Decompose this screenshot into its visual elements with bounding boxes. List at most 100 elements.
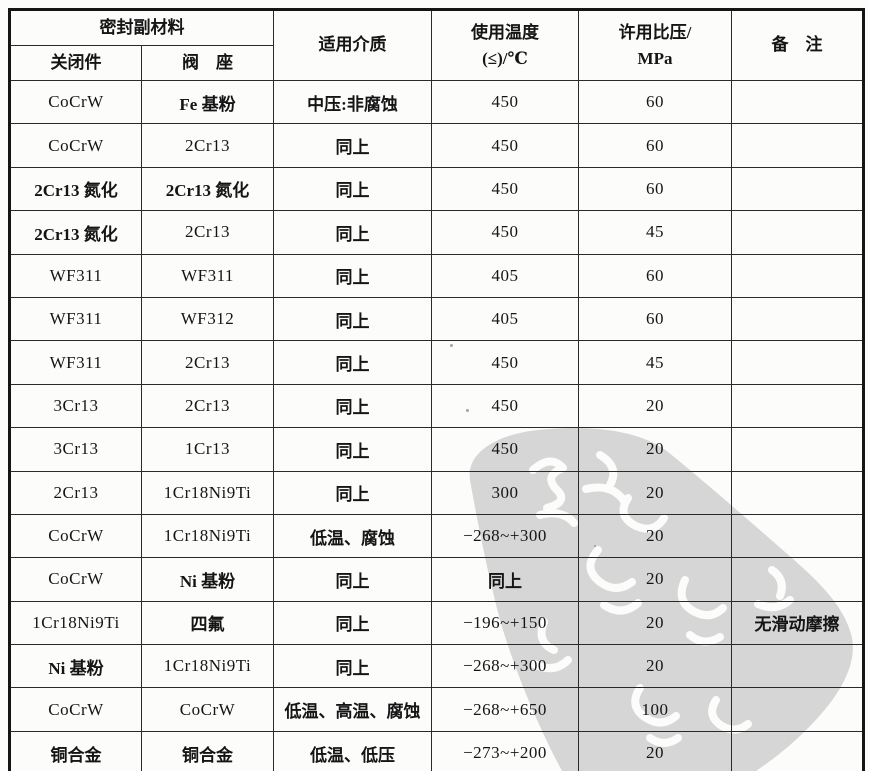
cell-remarks bbox=[731, 644, 864, 689]
cell-remarks bbox=[731, 687, 864, 732]
cell-closure: 2Cr13 氮化 bbox=[9, 210, 142, 255]
table-row: Ni 基粉 1Cr18Ni9Ti 同上 −268~+300 20 bbox=[9, 644, 864, 689]
cell-seat: WF311 bbox=[141, 253, 274, 298]
cell-remarks bbox=[731, 79, 864, 125]
cell-closure: CoCrW bbox=[9, 513, 142, 559]
cell-temperature: 450 bbox=[431, 166, 579, 212]
cell-closure: 3Cr13 bbox=[9, 427, 142, 472]
cell-temperature: 300 bbox=[431, 470, 579, 515]
cell-seat: 1Cr13 bbox=[141, 427, 274, 472]
cell-seat: 1Cr18Ni9Ti bbox=[141, 470, 274, 515]
cell-remarks bbox=[731, 557, 864, 602]
cell-seat: 2Cr13 bbox=[141, 210, 274, 255]
cell-remarks bbox=[731, 340, 864, 385]
table-header: 密封副材料 适用介质 使用温度 (≤)/℃ 许用比压/ MPa 备 注 关闭件 … bbox=[9, 9, 864, 81]
cell-medium: 同上 bbox=[273, 253, 432, 298]
header-service-temperature-line1: 使用温度 bbox=[471, 23, 539, 42]
cell-seat: 2Cr13 bbox=[141, 340, 274, 385]
cell-temperature: 450 bbox=[431, 340, 579, 385]
cell-temperature: 同上 bbox=[431, 557, 579, 602]
cell-pressure: 60 bbox=[578, 253, 732, 298]
cell-closure: 1Cr18Ni9Ti bbox=[9, 600, 142, 646]
cell-remarks bbox=[731, 383, 864, 429]
cell-seat: 四氟 bbox=[141, 600, 274, 646]
cell-medium: 同上 bbox=[273, 470, 432, 515]
cell-medium: 同上 bbox=[273, 427, 432, 472]
cell-closure: CoCrW bbox=[9, 123, 142, 168]
cell-temperature: −268~+650 bbox=[431, 687, 579, 732]
cell-seat: Ni 基粉 bbox=[141, 557, 274, 602]
cell-closure: CoCrW bbox=[9, 687, 142, 732]
cell-temperature: −268~+300 bbox=[431, 644, 579, 689]
cell-remarks bbox=[731, 470, 864, 515]
scan-noise-dot bbox=[450, 344, 453, 347]
cell-pressure: 60 bbox=[578, 296, 732, 342]
cell-pressure: 100 bbox=[578, 687, 732, 732]
table-row: 铜合金 铜合金 低温、低压 −273~+200 20 bbox=[9, 730, 864, 771]
cell-closure: Ni 基粉 bbox=[9, 644, 142, 689]
cell-seat: 1Cr18Ni9Ti bbox=[141, 513, 274, 559]
cell-pressure: 20 bbox=[578, 730, 732, 771]
table-row: WF311 WF312 同上 405 60 bbox=[9, 296, 864, 342]
cell-pressure: 20 bbox=[578, 600, 732, 646]
cell-seat: 2Cr13 氮化 bbox=[141, 166, 274, 212]
cell-remarks bbox=[731, 427, 864, 472]
cell-medium: 低温、腐蚀 bbox=[273, 513, 432, 559]
cell-temperature: 450 bbox=[431, 383, 579, 429]
cell-closure: CoCrW bbox=[9, 79, 142, 125]
cell-remarks: 无滑动摩擦 bbox=[731, 600, 864, 646]
table-row: WF311 WF311 同上 405 60 bbox=[9, 253, 864, 298]
cell-seat: 2Cr13 bbox=[141, 123, 274, 168]
table-row: CoCrW 1Cr18Ni9Ti 低温、腐蚀 −268~+300 20 bbox=[9, 513, 864, 559]
cell-closure: 2Cr13 氮化 bbox=[9, 166, 142, 212]
cell-medium: 同上 bbox=[273, 644, 432, 689]
table-row: 2Cr13 氮化 2Cr13 氮化 同上 450 60 bbox=[9, 166, 864, 212]
header-row-2: 关闭件 阀 座 bbox=[9, 45, 864, 81]
table-body: CoCrW Fe 基粉 中压:非腐蚀 450 60 CoCrW 2Cr13 同上… bbox=[9, 79, 864, 771]
table-row: CoCrW CoCrW 低温、高温、腐蚀 −268~+650 100 bbox=[9, 687, 864, 732]
table-row: CoCrW Ni 基粉 同上 同上 20 bbox=[9, 557, 864, 602]
cell-pressure: 20 bbox=[578, 557, 732, 602]
cell-seat: WF312 bbox=[141, 296, 274, 342]
cell-remarks bbox=[731, 513, 864, 559]
seal-materials-table: 密封副材料 适用介质 使用温度 (≤)/℃ 许用比压/ MPa 备 注 关闭件 … bbox=[8, 8, 865, 771]
cell-medium: 同上 bbox=[273, 210, 432, 255]
cell-pressure: 60 bbox=[578, 166, 732, 212]
cell-seat: CoCrW bbox=[141, 687, 274, 732]
cell-closure: 铜合金 bbox=[9, 730, 142, 771]
cell-closure: 2Cr13 bbox=[9, 470, 142, 515]
header-applicable-medium: 适用介质 bbox=[273, 9, 432, 81]
cell-medium: 同上 bbox=[273, 123, 432, 168]
header-row-1: 密封副材料 适用介质 使用温度 (≤)/℃ 许用比压/ MPa 备 注 bbox=[9, 9, 864, 81]
header-allowable-pressure: 许用比压/ MPa bbox=[578, 9, 732, 81]
header-allowable-pressure-line1: 许用比压/ bbox=[618, 23, 692, 42]
cell-pressure: 60 bbox=[578, 79, 732, 125]
cell-pressure: 20 bbox=[578, 470, 732, 515]
header-service-temperature: 使用温度 (≤)/℃ bbox=[431, 9, 579, 81]
cell-pressure: 45 bbox=[578, 340, 732, 385]
table-row: 3Cr13 2Cr13 同上 450 20 bbox=[9, 383, 864, 429]
cell-medium: 同上 bbox=[273, 166, 432, 212]
cell-closure: WF311 bbox=[9, 253, 142, 298]
cell-closure: WF311 bbox=[9, 340, 142, 385]
table-row: CoCrW 2Cr13 同上 450 60 bbox=[9, 123, 864, 168]
cell-medium: 同上 bbox=[273, 600, 432, 646]
table-row: 2Cr13 氮化 2Cr13 同上 450 45 bbox=[9, 210, 864, 255]
scan-noise-dot bbox=[594, 545, 596, 547]
cell-medium: 同上 bbox=[273, 340, 432, 385]
cell-seat: 1Cr18Ni9Ti bbox=[141, 644, 274, 689]
header-closure-member: 关闭件 bbox=[9, 45, 142, 81]
cell-remarks bbox=[731, 123, 864, 168]
cell-seat: Fe 基粉 bbox=[141, 79, 274, 125]
cell-pressure: 20 bbox=[578, 383, 732, 429]
header-allowable-pressure-line2: MPa bbox=[637, 48, 673, 68]
cell-temperature: −273~+200 bbox=[431, 730, 579, 771]
table-row: WF311 2Cr13 同上 450 45 bbox=[9, 340, 864, 385]
cell-temperature: 450 bbox=[431, 79, 579, 125]
cell-temperature: 405 bbox=[431, 296, 579, 342]
cell-pressure: 20 bbox=[578, 427, 732, 472]
cell-temperature: −268~+300 bbox=[431, 513, 579, 559]
cell-remarks bbox=[731, 166, 864, 212]
header-service-temperature-line2: (≤)/℃ bbox=[482, 48, 528, 68]
